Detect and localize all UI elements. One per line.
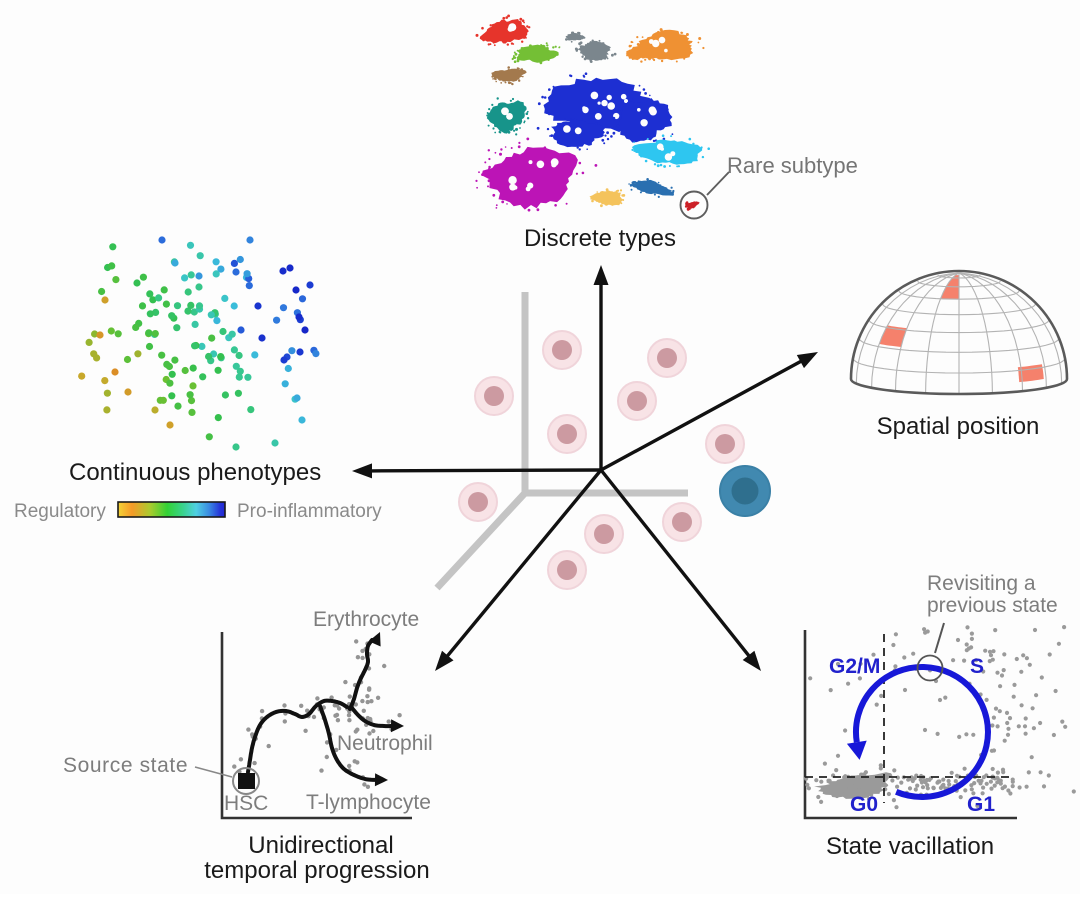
svg-text:State vacillation: State vacillation — [826, 833, 994, 860]
svg-text:G0: G0 — [850, 793, 878, 816]
svg-text:Continuous phenotypes: Continuous phenotypes — [69, 459, 321, 486]
svg-text:Spatial position: Spatial position — [877, 413, 1040, 440]
svg-text:Pro-inflammatory: Pro-inflammatory — [237, 501, 382, 522]
svg-text:Revisiting a: Revisiting a — [927, 572, 1036, 595]
svg-text:HSC: HSC — [224, 792, 268, 815]
svg-text:T-lymphocyte: T-lymphocyte — [306, 791, 431, 814]
svg-text:G1: G1 — [967, 793, 995, 816]
svg-text:Neutrophil: Neutrophil — [337, 732, 433, 755]
svg-text:G2/M: G2/M — [829, 655, 880, 678]
svg-text:Unidirectional: Unidirectional — [248, 832, 393, 859]
svg-text:S: S — [970, 655, 984, 678]
svg-text:previous state: previous state — [927, 594, 1058, 617]
svg-text:temporal progression: temporal progression — [204, 857, 429, 884]
svg-text:Discrete types: Discrete types — [524, 225, 676, 252]
svg-text:Regulatory: Regulatory — [14, 501, 106, 522]
svg-text:Erythrocyte: Erythrocyte — [313, 608, 419, 631]
svg-text:Rare subtype: Rare subtype — [727, 153, 858, 178]
svg-text:Source state: Source state — [63, 754, 188, 777]
